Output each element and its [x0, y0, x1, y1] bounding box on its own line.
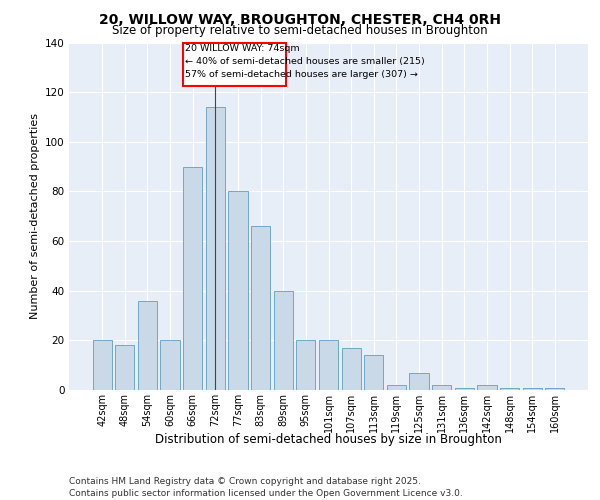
Bar [206, 107, 225, 390]
Bar [455, 388, 474, 390]
Bar [274, 290, 293, 390]
Text: 20, WILLOW WAY, BROUGHTON, CHESTER, CH4 0RH: 20, WILLOW WAY, BROUGHTON, CHESTER, CH4 … [99, 12, 501, 26]
Bar [229, 192, 248, 390]
Bar [251, 226, 270, 390]
Text: Size of property relative to semi-detached houses in Broughton: Size of property relative to semi-detach… [112, 24, 488, 37]
Bar [432, 385, 451, 390]
Bar [183, 166, 202, 390]
Bar [545, 388, 565, 390]
Bar [500, 388, 519, 390]
Bar [341, 348, 361, 390]
Text: 20 WILLOW WAY: 74sqm
← 40% of semi-detached houses are smaller (215)
57% of semi: 20 WILLOW WAY: 74sqm ← 40% of semi-detac… [185, 44, 425, 79]
Bar [160, 340, 180, 390]
FancyBboxPatch shape [182, 42, 286, 86]
Bar [296, 340, 316, 390]
Bar [92, 340, 112, 390]
Bar [364, 355, 383, 390]
Y-axis label: Number of semi-detached properties: Number of semi-detached properties [29, 114, 40, 320]
Bar [387, 385, 406, 390]
Bar [523, 388, 542, 390]
Bar [138, 300, 157, 390]
Text: Contains HM Land Registry data © Crown copyright and database right 2025.
Contai: Contains HM Land Registry data © Crown c… [69, 476, 463, 498]
Bar [115, 346, 134, 390]
Text: Distribution of semi-detached houses by size in Broughton: Distribution of semi-detached houses by … [155, 432, 502, 446]
Bar [409, 372, 428, 390]
Bar [319, 340, 338, 390]
Bar [477, 385, 497, 390]
